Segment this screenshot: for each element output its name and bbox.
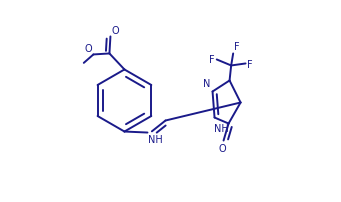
Text: N: N <box>203 79 210 88</box>
Text: F: F <box>209 55 215 64</box>
Text: F: F <box>247 60 253 70</box>
Text: O: O <box>112 26 119 36</box>
Text: NH: NH <box>213 123 228 133</box>
Text: O: O <box>219 143 226 153</box>
Text: NH: NH <box>148 135 163 144</box>
Text: O: O <box>84 44 92 54</box>
Text: F: F <box>234 42 239 52</box>
